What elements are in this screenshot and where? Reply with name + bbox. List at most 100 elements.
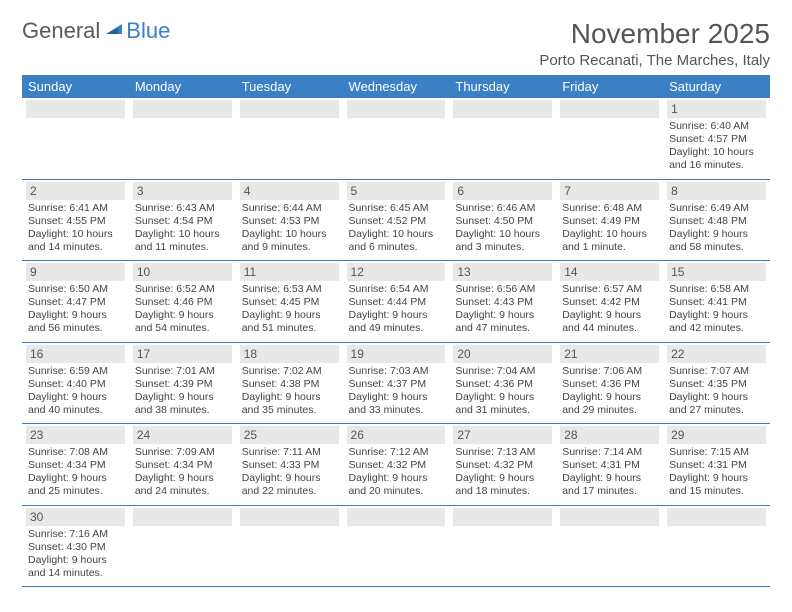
day-number: 8 xyxy=(667,182,766,200)
day-cell xyxy=(556,505,663,587)
day-cell: 10Sunrise: 6:52 AMSunset: 4:46 PMDayligh… xyxy=(129,261,236,343)
day-number: 9 xyxy=(26,263,125,281)
day-number: 17 xyxy=(133,345,232,363)
day-header: Thursday xyxy=(449,75,556,98)
day-number: 5 xyxy=(347,182,446,200)
day-cell xyxy=(236,505,343,587)
day-cell: 4 Sunrise: 6:44 AMSunset: 4:53 PMDaylight… xyxy=(236,179,343,261)
day-number-blank xyxy=(667,508,766,526)
day-info: Sunrise: 6:58 AMSunset: 4:41 PMDaylight:… xyxy=(667,283,766,336)
day-cell xyxy=(663,505,770,587)
day-header: Wednesday xyxy=(343,75,450,98)
day-info: Sunrise: 6:56 AMSunset: 4:43 PMDaylight:… xyxy=(453,283,552,336)
day-info: Sunrise: 6:53 AMSunset: 4:45 PMDaylight:… xyxy=(240,283,339,336)
day-number: 16 xyxy=(26,345,125,363)
day-number-blank xyxy=(560,100,659,118)
day-cell: 1 Sunrise: 6:40 AMSunset: 4:57 PMDaylight… xyxy=(663,98,770,179)
calendar-table: SundayMondayTuesdayWednesdayThursdayFrid… xyxy=(22,75,770,587)
logo-text-general: General xyxy=(22,18,100,44)
day-number-blank xyxy=(26,100,125,118)
day-info: Sunrise: 6:50 AMSunset: 4:47 PMDaylight:… xyxy=(26,283,125,336)
day-cell xyxy=(129,98,236,179)
day-number: 3 xyxy=(133,182,232,200)
day-number-blank xyxy=(347,100,446,118)
day-cell: 13 Sunrise: 6:56 AMSunset: 4:43 PMDayligh… xyxy=(449,261,556,343)
day-number: 12 xyxy=(347,263,446,281)
day-info: Sunrise: 6:46 AMSunset: 4:50 PMDaylight:… xyxy=(453,202,552,255)
day-cell: 18Sunrise: 7:02 AMSunset: 4:38 PMDayligh… xyxy=(236,342,343,424)
day-number: 27 xyxy=(453,426,552,444)
day-info: Sunrise: 6:54 AMSunset: 4:44 PMDaylight:… xyxy=(347,283,446,336)
day-cell xyxy=(343,98,450,179)
day-number: 2 xyxy=(26,182,125,200)
day-info: Sunrise: 7:04 AMSunset: 4:36 PMDaylight:… xyxy=(453,365,552,418)
day-cell: 24Sunrise: 7:09 AMSunset: 4:34 PMDayligh… xyxy=(129,424,236,506)
day-number: 4 xyxy=(240,182,339,200)
title-block: November 2025 Porto Recanati, The Marche… xyxy=(539,18,770,69)
day-number: 21 xyxy=(560,345,659,363)
day-number-blank xyxy=(133,508,232,526)
day-info: Sunrise: 6:52 AMSunset: 4:46 PMDaylight:… xyxy=(133,283,232,336)
logo-text-blue: Blue xyxy=(126,18,170,44)
day-info: Sunrise: 6:49 AMSunset: 4:48 PMDaylight:… xyxy=(667,202,766,255)
day-cell xyxy=(129,505,236,587)
day-info: Sunrise: 6:40 AMSunset: 4:57 PMDaylight:… xyxy=(667,120,766,173)
day-number: 30 xyxy=(26,508,125,526)
day-cell xyxy=(343,505,450,587)
day-info: Sunrise: 7:08 AMSunset: 4:34 PMDaylight:… xyxy=(26,446,125,499)
day-number: 13 xyxy=(453,263,552,281)
month-title: November 2025 xyxy=(539,18,770,50)
day-cell: 6 Sunrise: 6:46 AMSunset: 4:50 PMDaylight… xyxy=(449,179,556,261)
calendar-body: 1 Sunrise: 6:40 AMSunset: 4:57 PMDaylight… xyxy=(22,98,770,587)
day-cell: 16Sunrise: 6:59 AMSunset: 4:40 PMDayligh… xyxy=(22,342,129,424)
day-number: 28 xyxy=(560,426,659,444)
day-cell xyxy=(449,505,556,587)
day-number: 6 xyxy=(453,182,552,200)
day-number: 23 xyxy=(26,426,125,444)
day-info: Sunrise: 6:41 AMSunset: 4:55 PMDaylight:… xyxy=(26,202,125,255)
day-info: Sunrise: 7:02 AMSunset: 4:38 PMDaylight:… xyxy=(240,365,339,418)
day-cell: 8 Sunrise: 6:49 AMSunset: 4:48 PMDaylight… xyxy=(663,179,770,261)
day-cell: 26Sunrise: 7:12 AMSunset: 4:32 PMDayligh… xyxy=(343,424,450,506)
day-number: 26 xyxy=(347,426,446,444)
day-number-blank xyxy=(240,100,339,118)
day-number-blank xyxy=(240,508,339,526)
day-info: Sunrise: 7:01 AMSunset: 4:39 PMDaylight:… xyxy=(133,365,232,418)
day-header: Tuesday xyxy=(236,75,343,98)
day-cell: 29Sunrise: 7:15 AMSunset: 4:31 PMDayligh… xyxy=(663,424,770,506)
day-info: Sunrise: 6:45 AMSunset: 4:52 PMDaylight:… xyxy=(347,202,446,255)
day-info: Sunrise: 6:44 AMSunset: 4:53 PMDaylight:… xyxy=(240,202,339,255)
day-cell: 14Sunrise: 6:57 AMSunset: 4:42 PMDayligh… xyxy=(556,261,663,343)
day-cell: 15Sunrise: 6:58 AMSunset: 4:41 PMDayligh… xyxy=(663,261,770,343)
day-info: Sunrise: 7:11 AMSunset: 4:33 PMDaylight:… xyxy=(240,446,339,499)
week-row: 30Sunrise: 7:16 AMSunset: 4:30 PMDayligh… xyxy=(22,505,770,587)
week-row: 9 Sunrise: 6:50 AMSunset: 4:47 PMDaylight… xyxy=(22,261,770,343)
day-cell: 23 Sunrise: 7:08 AMSunset: 4:34 PMDayligh… xyxy=(22,424,129,506)
day-number: 24 xyxy=(133,426,232,444)
day-cell: 7Sunrise: 6:48 AMSunset: 4:49 PMDaylight… xyxy=(556,179,663,261)
day-cell: 21Sunrise: 7:06 AMSunset: 4:36 PMDayligh… xyxy=(556,342,663,424)
day-number: 20 xyxy=(453,345,552,363)
day-header: Monday xyxy=(129,75,236,98)
header: General Blue November 2025 Porto Recanat… xyxy=(22,18,770,69)
day-cell: 20 Sunrise: 7:04 AMSunset: 4:36 PMDayligh… xyxy=(449,342,556,424)
day-number-blank xyxy=(453,100,552,118)
day-cell: 28Sunrise: 7:14 AMSunset: 4:31 PMDayligh… xyxy=(556,424,663,506)
day-info: Sunrise: 6:57 AMSunset: 4:42 PMDaylight:… xyxy=(560,283,659,336)
day-info: Sunrise: 7:13 AMSunset: 4:32 PMDaylight:… xyxy=(453,446,552,499)
logo-arrow-icon xyxy=(104,18,124,38)
day-number: 22 xyxy=(667,345,766,363)
day-number-blank xyxy=(347,508,446,526)
day-cell: 2 Sunrise: 6:41 AMSunset: 4:55 PMDaylight… xyxy=(22,179,129,261)
day-cell: 11 Sunrise: 6:53 AMSunset: 4:45 PMDayligh… xyxy=(236,261,343,343)
day-number: 29 xyxy=(667,426,766,444)
day-number: 1 xyxy=(667,100,766,118)
day-cell: 17 Sunrise: 7:01 AMSunset: 4:39 PMDayligh… xyxy=(129,342,236,424)
day-cell: 9 Sunrise: 6:50 AMSunset: 4:47 PMDaylight… xyxy=(22,261,129,343)
day-cell: 12 Sunrise: 6:54 AMSunset: 4:44 PMDayligh… xyxy=(343,261,450,343)
location: Porto Recanati, The Marches, Italy xyxy=(539,52,770,69)
day-header-row: SundayMondayTuesdayWednesdayThursdayFrid… xyxy=(22,75,770,98)
day-header: Friday xyxy=(556,75,663,98)
day-number: 11 xyxy=(240,263,339,281)
day-info: Sunrise: 7:03 AMSunset: 4:37 PMDaylight:… xyxy=(347,365,446,418)
